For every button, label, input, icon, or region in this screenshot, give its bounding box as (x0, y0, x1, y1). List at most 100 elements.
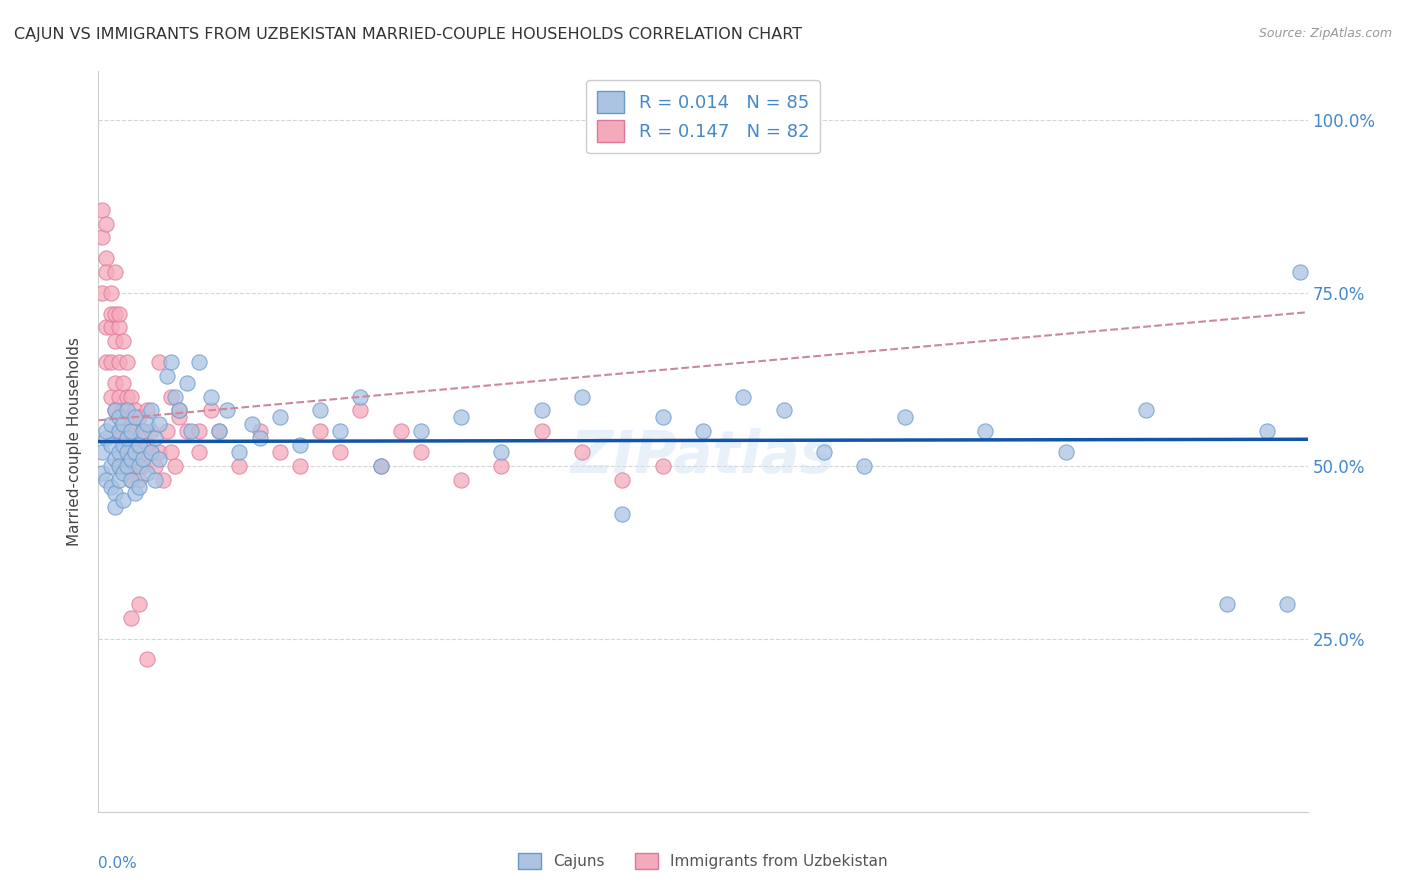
Point (120, 445, 142, 459)
Point (100, 417, 122, 432)
Point (100, 479, 122, 493)
Point (96, 473, 118, 487)
Point (692, 424, 714, 438)
Point (160, 355, 183, 369)
Point (176, 376, 198, 390)
Point (135, 438, 157, 452)
Point (111, 403, 134, 417)
Point (612, 473, 634, 487)
Point (228, 445, 250, 459)
Text: Source: ZipAtlas.com: Source: ZipAtlas.com (1258, 27, 1392, 40)
Point (128, 458, 150, 473)
Point (208, 424, 231, 438)
Point (409, 445, 432, 459)
Point (329, 424, 352, 438)
Point (100, 285, 122, 300)
Point (91, 230, 114, 244)
Point (128, 473, 150, 487)
Point (217, 403, 239, 417)
Point (115, 355, 138, 369)
Point (107, 410, 129, 425)
Point (188, 445, 211, 459)
Point (128, 597, 150, 611)
Point (96, 265, 118, 279)
Point (96, 320, 118, 334)
Point (120, 390, 142, 404)
Point (111, 376, 134, 390)
Point (269, 445, 291, 459)
Point (1054, 445, 1077, 459)
Point (269, 410, 291, 425)
Point (571, 445, 593, 459)
Point (167, 403, 190, 417)
Point (139, 445, 162, 459)
Point (107, 424, 129, 438)
Point (107, 390, 129, 404)
Point (124, 424, 146, 438)
Point (120, 410, 142, 425)
Point (148, 445, 170, 459)
Point (103, 403, 125, 417)
Point (132, 424, 155, 438)
Point (111, 466, 134, 480)
Point (91, 445, 114, 459)
Point (91, 285, 114, 300)
Point (111, 417, 134, 432)
Point (530, 424, 553, 438)
Point (450, 410, 472, 425)
Y-axis label: Married-couple Households: Married-couple Households (67, 337, 83, 546)
Point (100, 390, 122, 404)
Point (103, 306, 125, 320)
Point (143, 473, 166, 487)
Point (156, 368, 179, 383)
Point (389, 424, 412, 438)
Point (974, 424, 997, 438)
Point (107, 424, 129, 438)
Point (103, 376, 125, 390)
Point (128, 479, 150, 493)
Point (111, 458, 134, 473)
Point (100, 355, 122, 369)
Point (188, 424, 211, 438)
Text: CAJUN VS IMMIGRANTS FROM UZBEKISTAN MARRIED-COUPLE HOUSEHOLDS CORRELATION CHART: CAJUN VS IMMIGRANTS FROM UZBEKISTAN MARR… (14, 27, 803, 42)
Point (160, 445, 183, 459)
Point (288, 458, 311, 473)
Point (132, 424, 155, 438)
Point (163, 458, 186, 473)
Point (813, 445, 835, 459)
Point (115, 424, 138, 438)
Point (167, 403, 190, 417)
Point (128, 410, 150, 425)
Point (450, 473, 472, 487)
Point (651, 410, 673, 425)
Point (91, 466, 114, 480)
Legend: R = 0.014   N = 85, R = 0.147   N = 82: R = 0.014 N = 85, R = 0.147 N = 82 (586, 80, 820, 153)
Point (1256, 424, 1278, 438)
Point (208, 424, 231, 438)
Point (103, 500, 125, 515)
Point (96, 251, 118, 265)
Point (200, 390, 222, 404)
Point (1277, 597, 1299, 611)
Point (111, 493, 134, 508)
Point (148, 417, 170, 432)
Point (651, 458, 673, 473)
Point (96, 424, 118, 438)
Point (115, 445, 138, 459)
Point (120, 473, 142, 487)
Point (249, 424, 271, 438)
Point (96, 431, 118, 445)
Point (156, 424, 179, 438)
Point (139, 424, 162, 438)
Point (228, 458, 250, 473)
Point (180, 424, 202, 438)
Point (107, 473, 129, 487)
Point (91, 202, 114, 217)
Point (135, 417, 157, 432)
Point (100, 320, 122, 334)
Point (132, 451, 155, 466)
Point (115, 445, 138, 459)
Point (163, 390, 186, 404)
Point (288, 438, 311, 452)
Point (370, 458, 392, 473)
